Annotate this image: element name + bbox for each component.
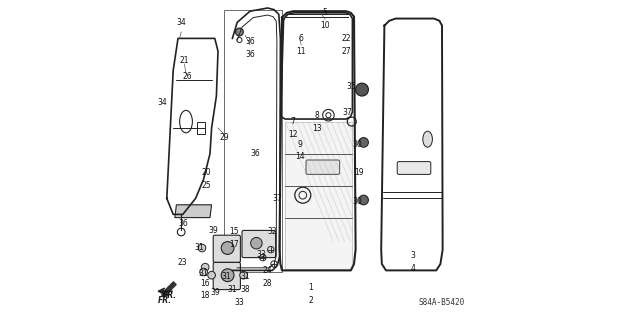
FancyBboxPatch shape	[213, 235, 241, 262]
Text: 34: 34	[176, 18, 186, 27]
Text: 9: 9	[297, 140, 302, 148]
Text: 34: 34	[157, 98, 167, 107]
Text: 28: 28	[263, 279, 273, 288]
Circle shape	[359, 195, 369, 205]
Text: 3: 3	[411, 252, 416, 260]
Text: 4: 4	[411, 264, 416, 273]
Circle shape	[198, 244, 206, 252]
Text: 23: 23	[178, 258, 188, 267]
Text: 31: 31	[221, 272, 231, 281]
Text: 13: 13	[312, 124, 322, 132]
Circle shape	[326, 113, 331, 118]
Circle shape	[236, 28, 243, 36]
Text: 31: 31	[194, 244, 203, 252]
Text: 31: 31	[241, 272, 250, 281]
Circle shape	[359, 138, 369, 147]
Polygon shape	[175, 205, 212, 218]
Text: 36: 36	[245, 50, 255, 59]
Text: 36: 36	[245, 37, 255, 46]
Text: 37: 37	[343, 108, 352, 116]
Bar	[197, 122, 205, 134]
Text: 39: 39	[210, 288, 220, 297]
Text: 26: 26	[183, 72, 192, 81]
Text: FR.: FR.	[158, 296, 172, 305]
Text: 21: 21	[180, 56, 189, 65]
Circle shape	[200, 268, 207, 276]
Text: 38: 38	[241, 285, 250, 294]
Text: 1: 1	[308, 284, 313, 292]
Polygon shape	[285, 122, 352, 269]
Circle shape	[221, 269, 234, 282]
Text: 19: 19	[354, 168, 364, 177]
Text: 33: 33	[256, 250, 266, 259]
Bar	[224, 10, 282, 272]
Text: 17: 17	[229, 240, 239, 249]
Text: 22: 22	[341, 34, 351, 43]
Text: 30: 30	[352, 140, 362, 148]
Text: 30: 30	[352, 197, 362, 206]
FancyBboxPatch shape	[397, 162, 431, 174]
Text: 16: 16	[200, 279, 210, 288]
Text: 24: 24	[263, 266, 273, 275]
Text: 12: 12	[288, 130, 298, 139]
Text: 35: 35	[346, 82, 355, 91]
Circle shape	[251, 237, 262, 249]
Circle shape	[208, 271, 215, 279]
Text: 25: 25	[202, 181, 212, 190]
Text: 39: 39	[208, 226, 218, 235]
Text: 6: 6	[299, 34, 303, 43]
Text: 5: 5	[323, 8, 328, 17]
Text: 32: 32	[268, 228, 277, 236]
Text: 29: 29	[220, 133, 229, 142]
Circle shape	[240, 271, 247, 279]
FancyBboxPatch shape	[213, 262, 241, 290]
Text: 31: 31	[199, 269, 208, 278]
Text: S84A-B5420: S84A-B5420	[418, 298, 464, 307]
Text: 33: 33	[234, 298, 244, 307]
Text: 7: 7	[291, 117, 296, 126]
Text: 31: 31	[227, 285, 237, 294]
FancyBboxPatch shape	[242, 230, 276, 258]
Text: 14: 14	[295, 152, 305, 161]
Text: 20: 20	[202, 168, 212, 177]
FancyArrow shape	[162, 282, 176, 296]
Text: FR.: FR.	[163, 292, 177, 300]
Text: 36: 36	[178, 220, 188, 228]
Text: 27: 27	[341, 47, 351, 56]
Ellipse shape	[423, 131, 433, 147]
FancyBboxPatch shape	[306, 160, 340, 174]
Text: 37: 37	[273, 194, 282, 203]
Text: 18: 18	[200, 292, 210, 300]
Text: 10: 10	[320, 21, 330, 30]
Circle shape	[355, 83, 369, 96]
Text: 11: 11	[296, 47, 306, 56]
Text: 8: 8	[315, 111, 320, 120]
Text: 2: 2	[308, 296, 313, 305]
Text: 36: 36	[250, 149, 259, 158]
Text: 15: 15	[229, 228, 239, 236]
Circle shape	[221, 242, 234, 254]
Circle shape	[202, 263, 209, 271]
